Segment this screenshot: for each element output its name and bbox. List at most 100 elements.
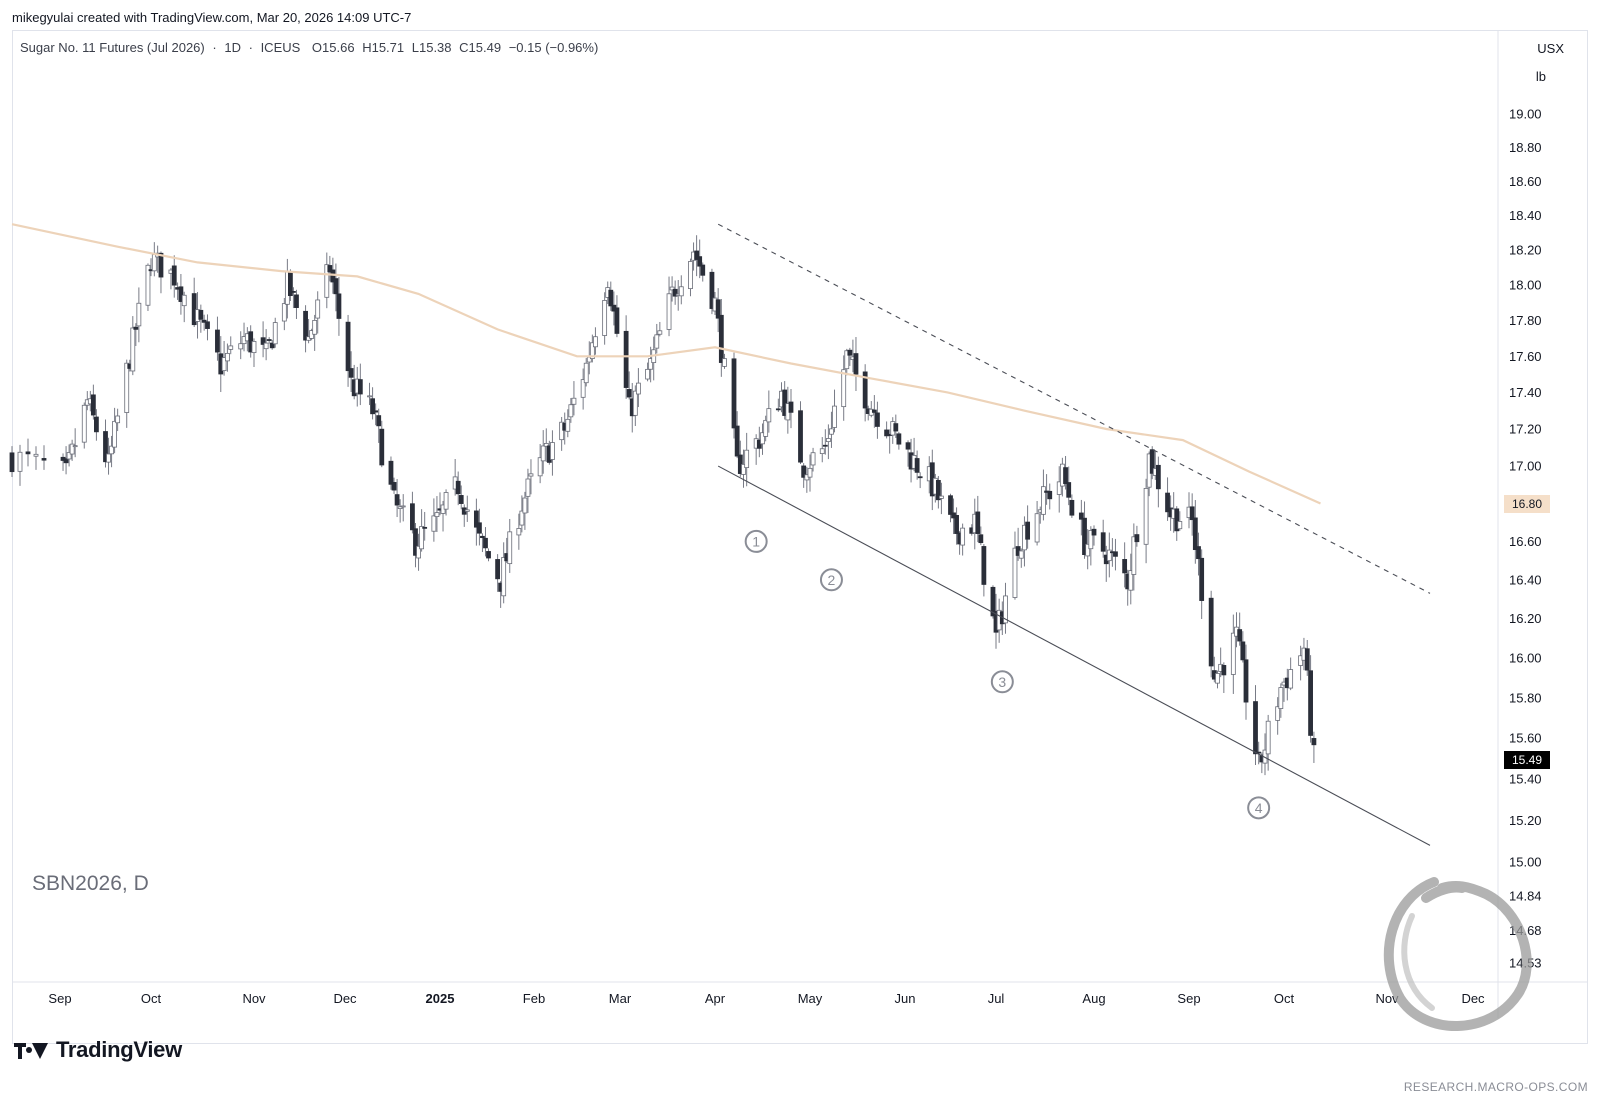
candle-body xyxy=(672,288,678,297)
price-axis: 19.00 18.80 18.60 18.40 18.20 18.00 17.80 17.60… xyxy=(1497,30,1542,1018)
candle-body xyxy=(1155,464,1161,490)
candle-body xyxy=(571,397,577,405)
candle-body xyxy=(678,286,684,297)
candle-body xyxy=(221,357,227,372)
unit-label-lb: lb xyxy=(1535,69,1546,84)
candle-body xyxy=(632,390,638,416)
candle-body xyxy=(291,291,296,293)
candle-body xyxy=(1221,665,1227,676)
candle-body xyxy=(133,326,139,330)
candle-body xyxy=(960,527,966,546)
legend-close: C15.49 xyxy=(459,40,502,55)
candle-body xyxy=(1196,546,1201,560)
candle-body xyxy=(1240,641,1246,661)
candle-body xyxy=(394,494,400,506)
candles-layer xyxy=(9,235,1317,776)
candle-body xyxy=(410,503,415,531)
candle-body xyxy=(635,382,641,395)
candle-body xyxy=(623,330,629,388)
tradingview-logo[interactable]: TradingView xyxy=(14,1037,182,1063)
candle-body xyxy=(718,314,724,363)
candle-body xyxy=(333,278,339,295)
candle-body xyxy=(669,286,675,291)
candle-body xyxy=(1143,488,1149,545)
candle-body xyxy=(327,265,333,273)
candle-body xyxy=(822,444,828,447)
lines-layer xyxy=(11,223,1431,846)
macro-ops-circle-logo xyxy=(1383,877,1532,1031)
price-tick-label: 16.60 xyxy=(1509,534,1542,549)
candle-body xyxy=(181,294,187,307)
price-tick-label: 17.20 xyxy=(1509,422,1542,437)
candle-body xyxy=(495,559,501,580)
candle-body xyxy=(565,418,571,432)
symbol-legend[interactable]: Sugar No. 11 Futures (Jul 2026) · 1D · I… xyxy=(20,40,602,55)
candle-body xyxy=(477,522,482,534)
candle-body xyxy=(801,465,807,478)
candle-body xyxy=(939,495,944,499)
candle-body xyxy=(763,419,769,437)
candle-body xyxy=(1199,557,1205,601)
ma-price-label: 16.80 xyxy=(1504,494,1550,513)
price-tick-label: 15.00 xyxy=(1509,855,1542,870)
candle-body xyxy=(760,432,765,445)
candle-body xyxy=(1208,597,1214,667)
candle-body xyxy=(1134,534,1140,543)
candle-body xyxy=(397,506,403,509)
candle-body xyxy=(568,404,574,418)
candle-body xyxy=(260,337,266,345)
candle-body xyxy=(312,320,318,335)
candle-body xyxy=(844,350,850,370)
moving-average-line xyxy=(11,223,1321,505)
candle-body xyxy=(419,526,425,550)
time-tick-label: May xyxy=(798,991,823,1006)
wave-label-text: 3 xyxy=(998,674,1006,690)
candle-body xyxy=(589,342,595,359)
legend-low: L15.38 xyxy=(411,40,452,55)
candle-body xyxy=(731,358,737,429)
candle-body xyxy=(1308,670,1313,736)
candle-body xyxy=(272,322,278,345)
candle-body xyxy=(559,421,565,441)
candle-body xyxy=(251,341,257,354)
candle-body xyxy=(483,537,488,549)
candle-body xyxy=(697,256,703,267)
candle-body xyxy=(709,271,715,309)
tradingview-wordmark: TradingView xyxy=(56,1037,182,1062)
candle-body xyxy=(819,448,825,455)
candle-body xyxy=(1174,508,1180,532)
candle-body xyxy=(1091,528,1097,536)
candle-body xyxy=(9,452,15,473)
candle-body xyxy=(303,310,308,341)
candle-body xyxy=(1192,517,1198,551)
candle-body xyxy=(136,302,142,327)
price-tick-label: 16.00 xyxy=(1509,650,1542,665)
candle-body xyxy=(694,250,700,260)
candle-body xyxy=(525,478,531,497)
candle-body xyxy=(1113,551,1118,557)
candle-body xyxy=(178,286,184,302)
candle-body xyxy=(72,445,78,448)
time-axis: Sep Oct Nov Dec 2025 Feb Mar Apr May Jun Jul Aug Sep… xyxy=(12,981,1588,1006)
candle-body xyxy=(914,458,920,473)
chart-frame xyxy=(12,30,1588,1044)
candle-body xyxy=(336,293,342,319)
candle-body xyxy=(722,358,727,367)
candle-body xyxy=(975,511,981,534)
candle-body xyxy=(608,289,614,307)
candle-body xyxy=(1243,659,1249,703)
candle-body xyxy=(935,479,941,501)
candle-body xyxy=(507,531,513,565)
candle-body xyxy=(580,379,586,398)
candle-body xyxy=(1056,481,1062,495)
candle-body xyxy=(841,369,847,408)
candle-body xyxy=(528,473,534,477)
candle-body xyxy=(376,415,382,427)
candle-body xyxy=(1265,720,1271,755)
candle-body xyxy=(158,252,164,278)
candle-body xyxy=(884,429,890,437)
candle-body xyxy=(543,443,549,447)
candle-body xyxy=(263,342,269,350)
candle-body xyxy=(666,293,672,330)
